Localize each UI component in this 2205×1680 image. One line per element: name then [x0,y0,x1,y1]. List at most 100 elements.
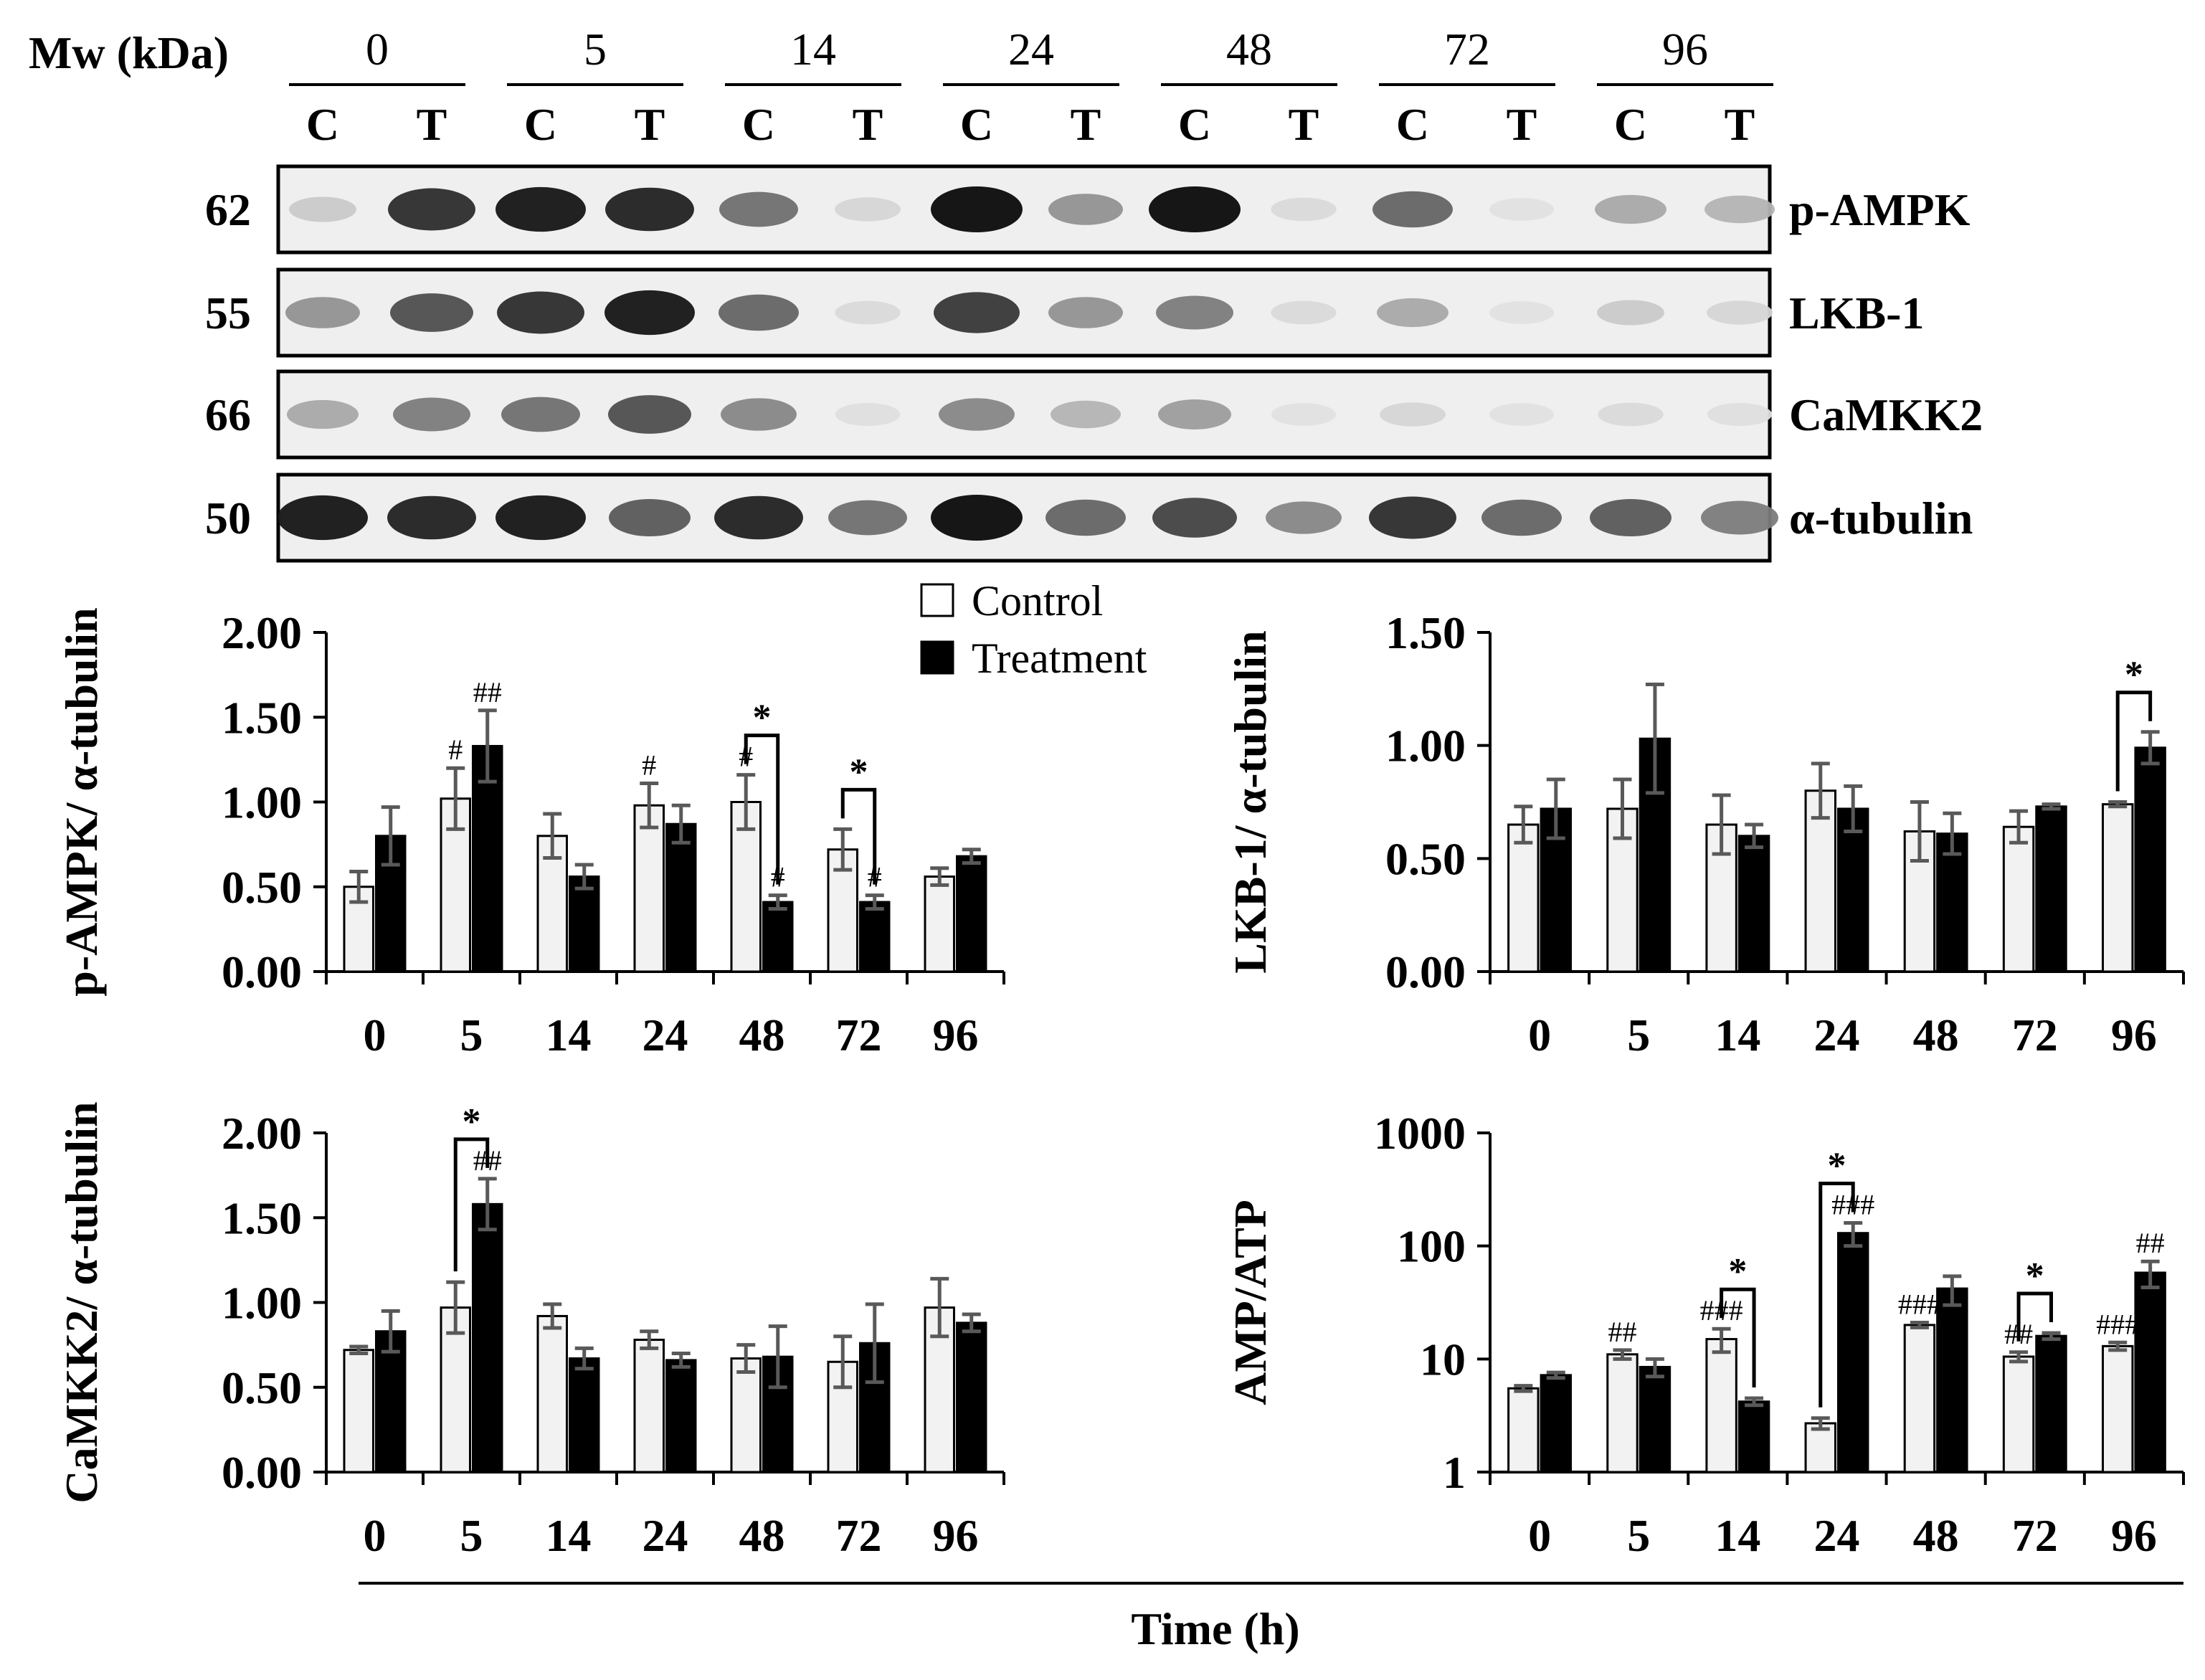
x-tick-label: 5 [460,1510,483,1561]
blot-band [1707,300,1773,325]
blot-lane-label: C [306,99,339,150]
blot-band-name: p-AMPK [1789,184,1971,235]
y-tick-label: 1.00 [1385,721,1466,772]
blot-lane-label: T [1507,99,1537,150]
blot-band [934,292,1020,333]
y-axis-label: AMP/ATP [1225,1200,1276,1405]
bar-control [924,875,955,973]
blot-band [1156,295,1233,330]
blot-lane-label: T [417,99,447,150]
blot-band [1704,195,1775,224]
x-tick-label: 5 [460,1010,483,1060]
x-tick-label: 0 [364,1010,387,1060]
significance-mark: ## [1608,1316,1636,1348]
blot-band [1701,500,1778,535]
bar-control [2002,825,2035,973]
y-tick-label: 10 [1420,1334,1466,1385]
x-tick-label: 72 [836,1510,882,1561]
y-tick-label: 1.00 [222,777,302,828]
y-tick-label: 0.00 [222,1447,302,1498]
blot-time-label: 0 [366,24,389,75]
y-axis-label: LKB-1/ α-tubulin [1225,630,1276,974]
bar-treatment [1837,1232,1869,1473]
significance-mark: # [642,749,656,781]
bar-control [536,1314,568,1473]
x-tick-label: 24 [642,1510,688,1561]
x-tick-label: 72 [2012,1010,2058,1060]
x-tick-label: 24 [1814,1010,1860,1060]
significance-bracket [2016,1291,2054,1342]
blot-band-name: LKB-1 [1789,288,1924,338]
blot-band [278,495,368,541]
significance-mark: ## [2136,1227,2165,1259]
significance-bracket [453,1137,490,1272]
bar-control [536,835,568,973]
x-tick-label: 96 [2111,1010,2157,1060]
blot-time-label: 14 [790,24,836,75]
significance-star: * [2125,655,2143,696]
blot-band [1048,297,1123,328]
y-tick-label: 0.50 [1385,833,1466,884]
blot-band [719,294,799,331]
bar-control [1705,1338,1737,1473]
blot-band [1271,300,1337,325]
y-tick-label: 1.00 [222,1278,302,1329]
x-tick-label: 48 [1913,1010,1959,1060]
bar-treatment [569,875,600,973]
blot-mw-value: 50 [205,493,251,544]
blot-band [1051,400,1121,429]
significance-bracket [840,787,877,885]
blot-band [287,399,359,430]
significance-star: * [1728,1251,1747,1292]
legend-label-treatment: Treatment [972,635,1147,682]
bar-control [343,1349,374,1473]
blot-mw-value: 62 [205,184,251,235]
bar-treatment [1737,835,1770,973]
y-axis-label: p-AMPK/ α-tubulin [56,607,107,996]
bar-control [1804,789,1836,973]
blot-band [1707,402,1773,427]
mw-label: Mw (kDa) [29,27,229,78]
blot-lane-label: T [1725,99,1755,150]
blot-band [495,495,586,541]
x-tick-label: 14 [1715,1010,1760,1060]
bar-treatment [956,855,987,973]
bar-treatment [2134,746,2166,973]
blot-time-label: 72 [1444,24,1490,75]
blot-band [501,397,580,432]
y-tick-label: 1000 [1374,1108,1466,1159]
x-tick-label: 48 [1913,1510,1959,1561]
blot-time-label: 48 [1226,24,1272,75]
x-tick-label: 5 [1627,1510,1650,1561]
significance-star: * [463,1101,481,1142]
bar-treatment [2134,1271,2166,1473]
blot-lane-label: T [1289,99,1319,150]
significance-star: * [2026,1256,2044,1296]
bar-control [2101,1344,2134,1473]
blot-time-label: 96 [1662,24,1708,75]
blot-band [1489,198,1554,221]
bar-control [633,804,665,973]
blot-band [1045,499,1126,536]
blot-band [1158,399,1231,430]
blot-band [609,498,691,537]
legend: Control Treatment [920,577,1147,682]
blot-band [388,188,475,231]
blot-band [393,397,470,432]
y-tick-label: 0.50 [222,1362,302,1413]
legend-label-control: Control [972,577,1103,625]
significance-bracket [2115,690,2153,792]
shared-xlabel: Time (h) [1131,1603,1299,1654]
y-tick-label: 1.50 [1385,607,1466,658]
bar-treatment [2035,1334,2067,1473]
blot-band [1048,194,1123,225]
bar-treatment [1837,807,1869,973]
legend-swatch-control [920,583,954,617]
blot-band-name: α-tubulin [1789,493,1973,544]
blot-band [719,191,798,227]
x-tick-label: 24 [1814,1510,1860,1561]
y-axis-label: CaMKK2/ α-tubulin [56,1101,107,1503]
x-tick-label: 24 [642,1010,688,1060]
x-tick-label: 48 [739,1510,785,1561]
